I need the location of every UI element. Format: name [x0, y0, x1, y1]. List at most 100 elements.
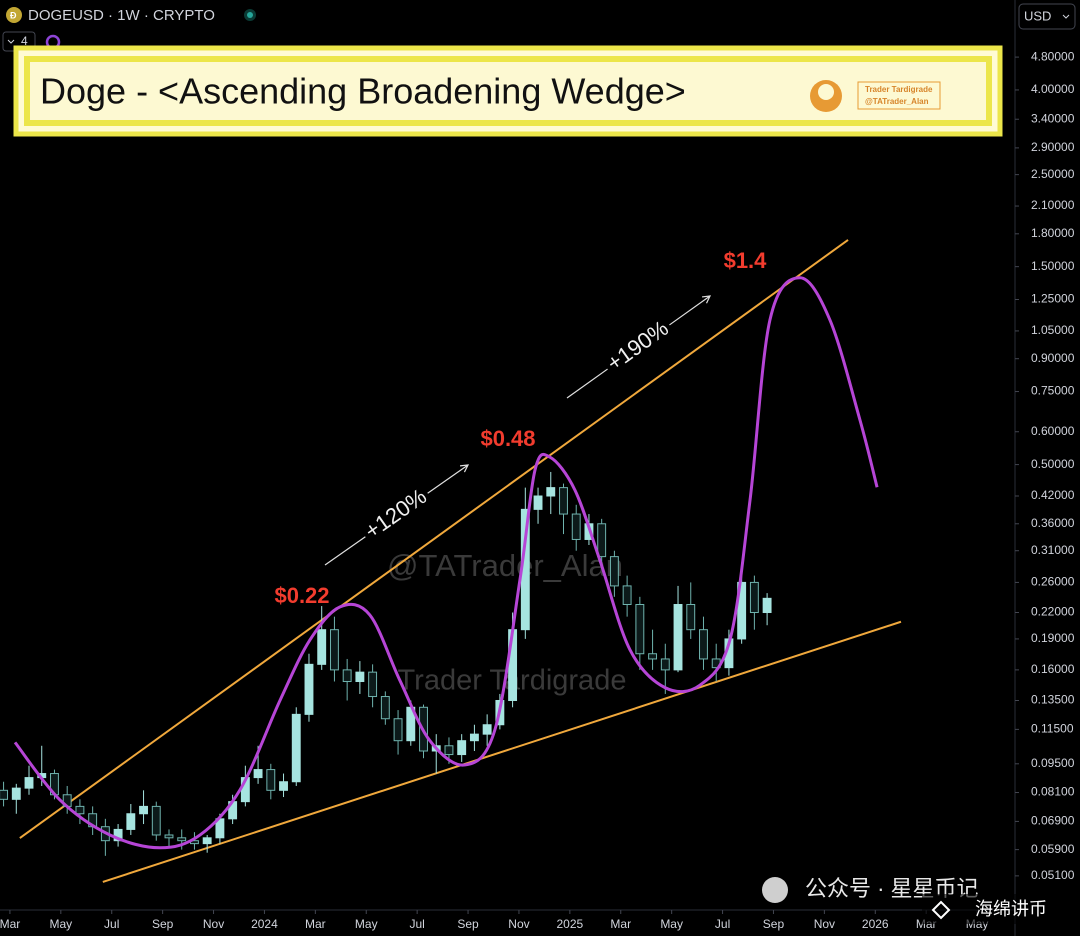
y-tick-label: 0.31000: [1031, 543, 1075, 557]
wechat-icon: [762, 877, 788, 903]
candle-body: [699, 629, 708, 660]
candle-body: [393, 718, 403, 742]
candle-body: [266, 769, 276, 791]
symbol[interactable]: DOGEUSD · 1W · CRYPTO: [28, 7, 215, 24]
currency[interactable]: USD: [1024, 8, 1051, 23]
x-tick-label: Mar: [305, 917, 326, 931]
x-tick-label: Sep: [763, 917, 785, 931]
candle-body: [11, 787, 21, 800]
y-tick-label: 0.05100: [1031, 868, 1075, 882]
candle-body: [24, 777, 34, 789]
price-label: $1.4: [724, 248, 768, 273]
candle-body: [202, 837, 212, 845]
y-tick-label: 2.90000: [1031, 140, 1075, 154]
indicator-caret: [7, 39, 15, 44]
candle-body: [279, 781, 288, 791]
candle-body: [660, 658, 670, 671]
candle-body: [75, 805, 85, 815]
y-tick-label: 0.90000: [1031, 351, 1075, 365]
move-arrow: [669, 295, 711, 326]
candle-body: [597, 523, 607, 558]
y-tick-label: 0.50000: [1031, 457, 1075, 471]
candle-body: [609, 556, 619, 587]
corner-watermark: 海绵讲币: [975, 899, 1047, 919]
currency-caret: [1062, 14, 1070, 19]
x-tick-label: Sep: [457, 917, 479, 931]
y-tick-label: 0.05900: [1031, 842, 1075, 856]
binance-icon: [931, 900, 951, 920]
move-arrow: [566, 368, 608, 399]
arrow-head: [701, 295, 712, 304]
candle-body: [317, 629, 327, 665]
y-tick-label: 4.80000: [1031, 49, 1075, 63]
candle-body: [304, 663, 314, 715]
title: Doge - <Ascending Broadening Wedge>: [40, 71, 686, 112]
candle-body: [342, 669, 352, 683]
candle-body: [546, 487, 556, 497]
x-tick-label: Jul: [715, 917, 730, 931]
x-tick-label: 2026: [862, 917, 889, 931]
y-tick-label: 2.10000: [1031, 198, 1075, 212]
logo-name: Trader Tardigrade: [865, 85, 933, 94]
candle-body: [648, 653, 658, 660]
watermark: @TATrader_Alan: [387, 548, 623, 583]
y-tick-label: 0.08100: [1031, 785, 1075, 799]
projection-curve: [13, 276, 879, 850]
y-tick-label: 0.16000: [1031, 662, 1075, 676]
candle-body: [457, 740, 467, 756]
y-tick-label: 0.26000: [1031, 575, 1075, 589]
x-tick-label: Nov: [814, 917, 835, 931]
candle-body: [253, 769, 263, 779]
candle-body: [686, 603, 696, 631]
y-tick-label: 0.06900: [1031, 814, 1075, 828]
candle-body: [329, 629, 339, 671]
candle-body: [749, 581, 759, 614]
y-tick-label: 0.09500: [1031, 756, 1075, 770]
x-tick-label: May: [660, 917, 683, 931]
move-label: +190%: [602, 315, 673, 375]
candle-body: [762, 597, 772, 614]
candle-body: [177, 837, 187, 842]
y-tick-label: 1.80000: [1031, 226, 1075, 240]
status-dot: [247, 12, 253, 18]
logo-mark-inner: [818, 84, 834, 100]
x-tick-label: 2025: [557, 917, 584, 931]
logo-handle: @TATrader_Alan: [865, 97, 929, 106]
candle-body: [635, 603, 645, 655]
x-tick-label: Mar: [0, 917, 20, 931]
candle-body: [559, 487, 568, 515]
x-tick-label: Sep: [152, 917, 174, 931]
y-tick-label: 0.22000: [1031, 605, 1075, 619]
y-tick-label: 0.11500: [1031, 722, 1074, 736]
y-tick-label: 1.50000: [1031, 259, 1075, 273]
x-tick-label: May: [355, 917, 378, 931]
move-label: +120%: [360, 484, 431, 544]
y-tick-label: 0.75000: [1031, 384, 1075, 398]
price-label: $0.22: [274, 583, 329, 608]
logo-box: [857, 81, 941, 110]
trendline: [102, 620, 902, 883]
x-tick-label: Nov: [508, 917, 529, 931]
arrow-head: [459, 464, 470, 473]
x-tick-label: Jul: [104, 917, 119, 931]
candle-body: [139, 805, 148, 815]
move-arrow: [427, 464, 469, 494]
coin-glyph: Ð: [10, 10, 17, 20]
candle-body: [571, 513, 581, 540]
candle-body: [113, 828, 123, 842]
candle-body: [380, 696, 390, 720]
candle-body: [368, 671, 378, 698]
y-tick-label: 4.00000: [1031, 82, 1075, 96]
x-tick-label: 2024: [251, 917, 278, 931]
y-tick-label: 0.36000: [1031, 516, 1075, 530]
x-tick-label: May: [49, 917, 72, 931]
y-tick-label: 0.19000: [1031, 631, 1075, 645]
candle-body: [0, 789, 9, 800]
indicator-count[interactable]: 4: [21, 34, 28, 48]
currency-box[interactable]: [1018, 3, 1076, 30]
coin-icon: [6, 7, 22, 23]
y-tick-label: 0.42000: [1031, 488, 1075, 502]
